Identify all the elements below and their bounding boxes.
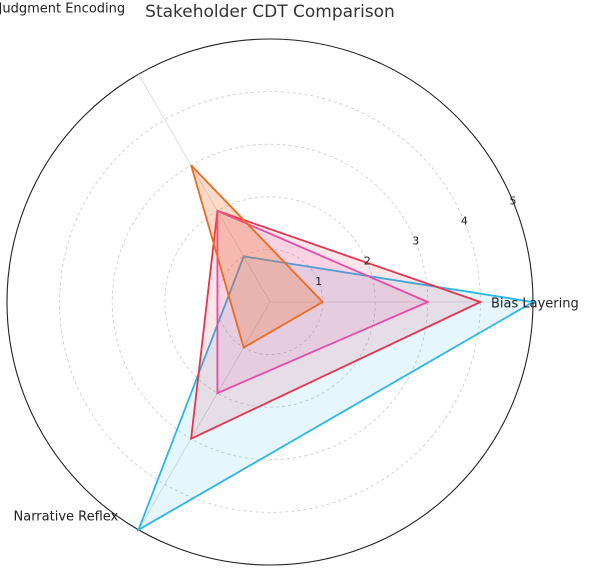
series-layer	[136, 164, 536, 532]
axis-label: Narrative Reflex	[14, 509, 119, 524]
axis-label: Bias Layering	[491, 297, 579, 312]
series-polygon-3	[190, 164, 325, 349]
axis-label: Judgment Encoding	[0, 2, 125, 17]
r-tick-label: 5	[509, 194, 516, 207]
r-tick-label: 1	[315, 275, 322, 288]
r-tick-label: 3	[412, 235, 419, 248]
chart-title: Stakeholder CDT Comparison	[145, 2, 395, 22]
r-tick-label: 2	[364, 255, 371, 268]
spoke-line-2	[138, 301, 271, 530]
spoke-line-1	[138, 74, 271, 303]
label-layer: 1 2 3 4 5 Bias Layering Judgment Encoding Narra…	[0, 2, 579, 525]
series-polygon-1	[190, 209, 483, 441]
r-tick-label: 4	[461, 214, 468, 227]
